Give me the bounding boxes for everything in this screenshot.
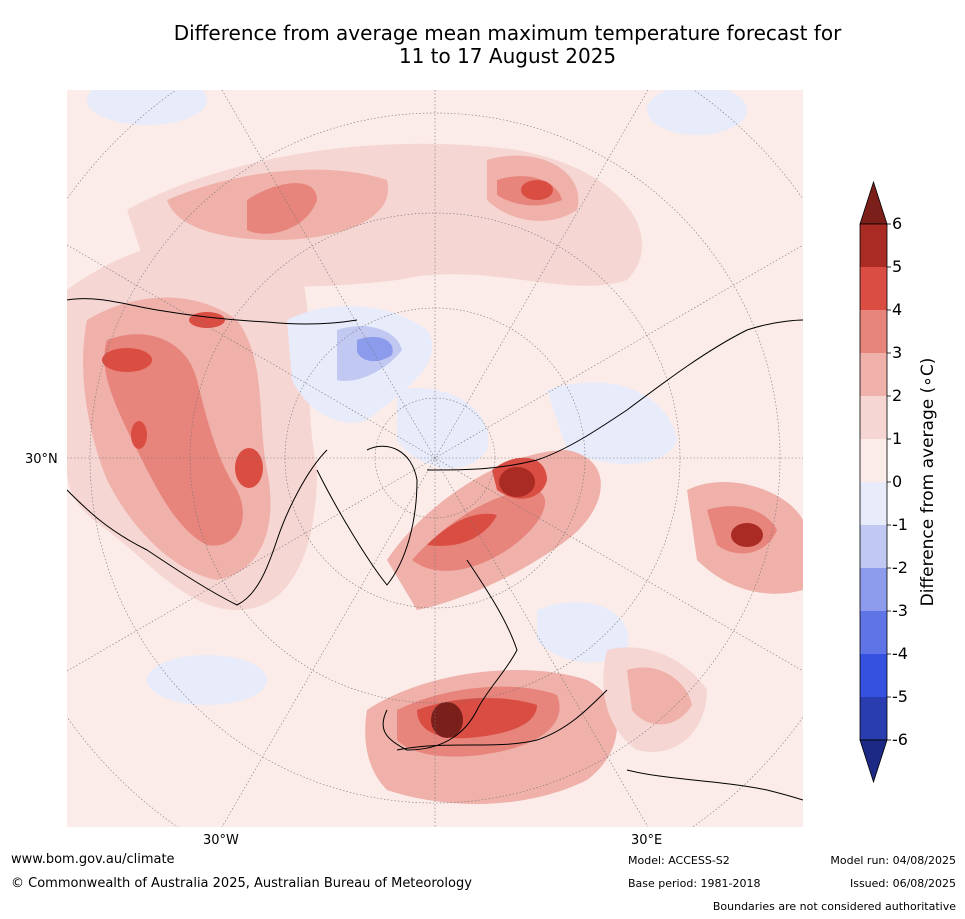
shade-4-5 — [521, 180, 553, 200]
europe-coast — [382, 559, 518, 751]
colorbar-segment — [860, 267, 887, 310]
shade-3-4 — [104, 334, 243, 546]
shade-4-5 — [131, 421, 147, 449]
colorbar-tick-label: 3 — [892, 343, 903, 362]
shade-5-6 — [731, 523, 763, 547]
colorbar-tick-label: 6 — [892, 214, 903, 233]
shade-m3-m2 — [357, 336, 393, 362]
shade-m1-0 — [647, 90, 747, 135]
coastlines — [67, 298, 803, 801]
colorbar-segment — [860, 697, 887, 740]
colorbar-segment — [860, 439, 887, 482]
shade-5-6 — [499, 467, 535, 497]
shade-4-5 — [427, 513, 497, 546]
colorbar-segment — [860, 611, 887, 654]
colorbar-over-arrow — [859, 180, 888, 225]
shade-over-6 — [431, 702, 463, 738]
colorbar-tick-label: 5 — [892, 257, 903, 276]
colorbar-tick-label: -1 — [892, 515, 908, 534]
colorbar-tick-label: 1 — [892, 429, 903, 448]
colorbar-segment — [860, 568, 887, 611]
shade-m1-0 — [537, 602, 629, 663]
model-run-text: Model run: 04/08/2025 — [830, 854, 956, 867]
map-canvas — [67, 90, 803, 827]
colorbar-tick-label: 0 — [892, 472, 903, 491]
lat-label-30n: 30°N — [25, 452, 58, 467]
colorbar-segment — [860, 525, 887, 568]
issued-text: Issued: 06/08/2025 — [849, 877, 956, 890]
colorbar-svg — [859, 180, 891, 784]
base-period-text: Base period: 1981-2018 — [628, 877, 761, 890]
colorbar-segment — [860, 654, 887, 697]
shade-4-5 — [189, 312, 225, 328]
colorbar-ticks — [887, 223, 891, 741]
coastline — [396, 689, 608, 751]
colorbar-segment — [860, 310, 887, 353]
anomaly-shading — [67, 90, 803, 804]
map-title: Difference from average mean maximum tem… — [30, 22, 965, 68]
colorbar-segment — [860, 353, 887, 396]
colorbar-segment — [860, 482, 887, 525]
title-line-2: 11 to 17 August 2025 — [398, 44, 617, 68]
graticule — [67, 90, 803, 827]
colorbar-tick-label: 4 — [892, 300, 903, 319]
colorbar-segment — [860, 224, 887, 267]
shade-4-5 — [235, 448, 263, 488]
colorbar-under-arrow — [859, 739, 888, 784]
coastline — [626, 769, 803, 801]
colorbar-tick-label: -2 — [892, 558, 908, 577]
lon-label-30e: 30°E — [631, 833, 663, 848]
anomaly-map — [67, 90, 803, 827]
colorbar-tick-label: 2 — [892, 386, 903, 405]
shade-3-4 — [247, 183, 317, 234]
lon-label-30w: 30°W — [203, 833, 239, 848]
colorbar-segment — [860, 396, 887, 439]
coastline — [426, 319, 803, 471]
shade-m1-0 — [147, 655, 267, 705]
shade-m1-0 — [397, 388, 489, 469]
disclaimer-text: Boundaries are not considered authoritat… — [712, 900, 956, 913]
shade-m1-0 — [547, 382, 677, 464]
colorbar — [855, 180, 965, 785]
shade-2-3 — [627, 667, 692, 725]
colorbar-tick-label: -4 — [892, 644, 908, 663]
latitude-circle — [89, 112, 781, 804]
website-link[interactable]: www.bom.gov.au/climate — [11, 852, 175, 867]
model-text: Model: ACCESS-S2 — [628, 854, 730, 867]
shade-m1-0 — [87, 90, 207, 125]
coastline — [67, 449, 328, 606]
colorbar-label: Difference from average (∘C) — [918, 357, 938, 607]
title-line-1: Difference from average mean maximum tem… — [173, 21, 842, 45]
greenland-coast — [316, 445, 418, 586]
colorbar-tick-label: -6 — [892, 730, 908, 749]
copyright-text: © Commonwealth of Australia 2025, Austra… — [11, 876, 472, 891]
colorbar-tick-label: -5 — [892, 687, 908, 706]
coastline — [67, 298, 358, 325]
colorbar-tick-label: -3 — [892, 601, 908, 620]
shade-4-5 — [102, 348, 152, 372]
